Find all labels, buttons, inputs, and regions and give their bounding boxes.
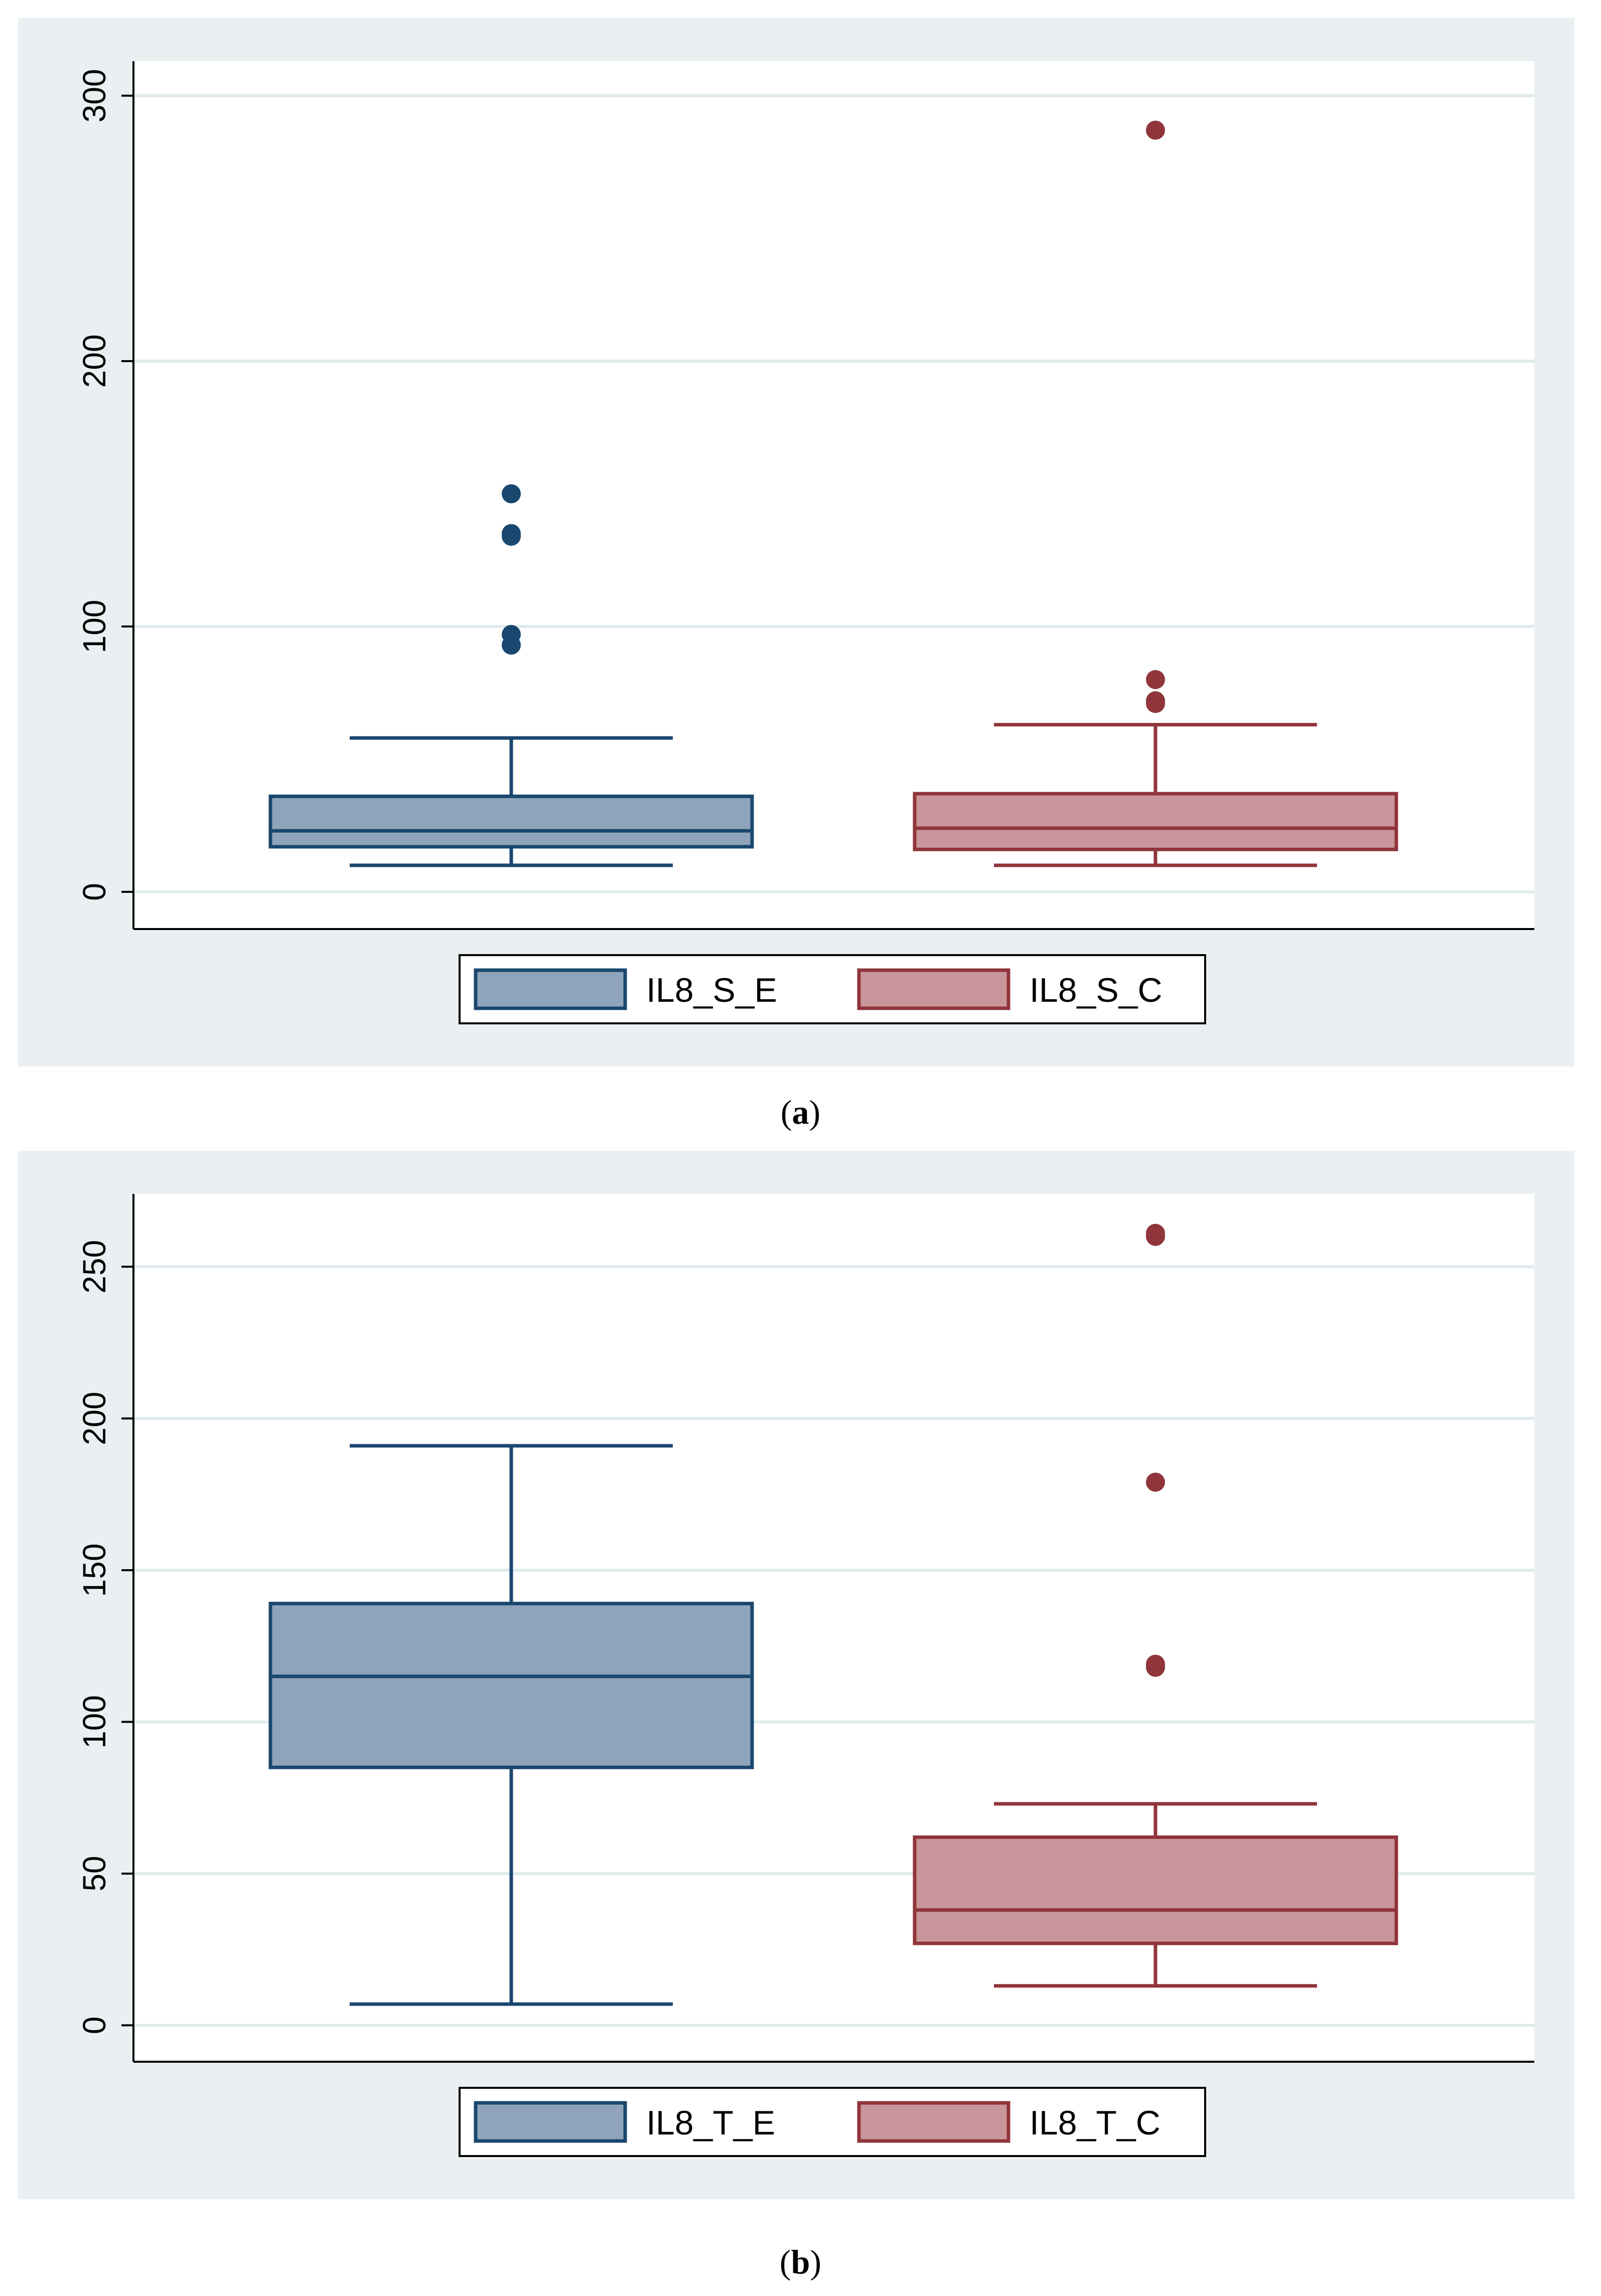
outlier-point xyxy=(1146,670,1165,689)
y-tick-label: 50 xyxy=(76,1856,112,1891)
box-il8-s-c xyxy=(913,120,1398,867)
chart-panel-b: 0 50 100 150 200 250 IL8_T_E IL8_T_C xyxy=(18,1151,1574,2199)
legend-label-2: IL8_T_C xyxy=(1030,2104,1160,2142)
box-il8-t-e xyxy=(268,1444,754,2006)
caption-a-open: ( xyxy=(780,1093,792,1131)
outlier-point xyxy=(502,484,521,504)
plot-area xyxy=(133,61,1534,929)
box-plot-a: 0 100 200 300 IL8_S_E IL8_S_C xyxy=(76,61,1534,1024)
y-tick-label: 0 xyxy=(76,2017,112,2035)
caption-b-letter: b xyxy=(791,2243,810,2281)
iqr-box xyxy=(913,792,1398,851)
legend-key-2 xyxy=(857,968,1010,1010)
legend-label-1: IL8_T_E xyxy=(646,2104,775,2142)
outlier-point xyxy=(1146,1223,1165,1243)
outlier-point xyxy=(502,625,521,644)
y-tick-label: 200 xyxy=(76,334,112,388)
legend-label-2: IL8_S_C xyxy=(1030,971,1162,1009)
y-tick-label: 200 xyxy=(76,1392,112,1445)
y-tick-label: 0 xyxy=(76,883,112,901)
y-tick-label: 250 xyxy=(76,1240,112,1294)
chart-panel-a: 0 100 200 300 IL8_S_E IL8_S_C xyxy=(18,18,1574,1066)
outlier-point xyxy=(502,524,521,543)
caption-a: (a) xyxy=(0,1093,1601,1132)
legend-key-2 xyxy=(857,2101,1010,2143)
caption-b-open: ( xyxy=(779,2243,791,2281)
outlier-point xyxy=(1146,120,1165,140)
y-tick-label: 150 xyxy=(76,1544,112,1597)
legend-key-1 xyxy=(474,2101,627,2143)
y-tick-label: 100 xyxy=(76,1695,112,1749)
legend-key-1 xyxy=(474,968,627,1010)
legend-label-1: IL8_S_E xyxy=(646,971,777,1009)
outlier-point xyxy=(1146,1472,1165,1492)
caption-a-letter: a xyxy=(792,1093,809,1131)
caption-b: (b) xyxy=(0,2242,1601,2282)
box-il8-s-e xyxy=(268,484,754,867)
y-tick-label: 300 xyxy=(76,69,112,122)
caption-b-close: ) xyxy=(810,2243,822,2281)
iqr-box xyxy=(268,1602,754,1769)
legend: IL8_S_E IL8_S_C xyxy=(459,954,1206,1024)
caption-a-close: ) xyxy=(809,1093,821,1131)
box-il8-t-c xyxy=(913,1223,1398,1988)
iqr-box xyxy=(268,794,754,849)
outlier-point xyxy=(1146,1654,1165,1674)
legend: IL8_T_E IL8_T_C xyxy=(459,2087,1206,2157)
box-plot-b: 0 50 100 150 200 250 IL8_T_E IL8_T_C xyxy=(76,1194,1534,2157)
iqr-box xyxy=(913,1835,1398,1945)
outlier-point xyxy=(1146,691,1165,711)
y-tick-label: 100 xyxy=(76,599,112,653)
